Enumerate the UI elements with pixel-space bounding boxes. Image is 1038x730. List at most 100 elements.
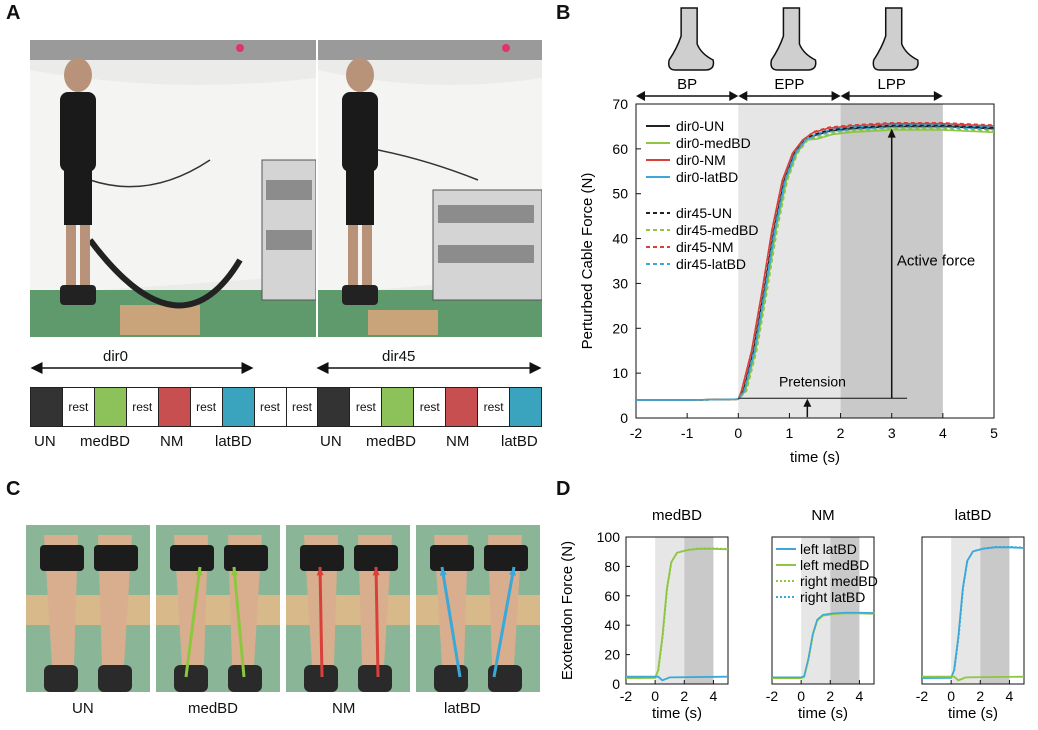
x-tick-label: 0 bbox=[947, 688, 955, 704]
floor-board bbox=[156, 595, 280, 625]
x-tick-label: 2 bbox=[837, 425, 845, 441]
legend-label: right latBD bbox=[800, 589, 865, 605]
tendon-arrow-head bbox=[195, 567, 203, 576]
tendon-arrow-head bbox=[316, 567, 324, 576]
panel-letter-d: D bbox=[556, 478, 571, 500]
left-shoe bbox=[44, 665, 78, 692]
passive-curve bbox=[626, 675, 729, 682]
subplot-title: NM bbox=[811, 507, 834, 524]
phase-band-lpp bbox=[980, 537, 1010, 684]
phase-band-lpp bbox=[830, 537, 860, 684]
tendon-arrow-head bbox=[509, 567, 516, 576]
phase-arrow-head-left bbox=[738, 91, 748, 101]
subplot-frame bbox=[771, 536, 875, 685]
series-line bbox=[636, 127, 995, 401]
phase-band-epp bbox=[801, 537, 831, 684]
phase-arrow-head-right bbox=[831, 91, 841, 101]
leg-photo-2 bbox=[286, 525, 410, 692]
right-shoe bbox=[98, 665, 132, 692]
legend-label: dir0-latBD bbox=[676, 169, 738, 185]
legend-label: left latBD bbox=[800, 541, 857, 557]
y-tick-label: 40 bbox=[612, 231, 628, 247]
passive-curve bbox=[922, 675, 1025, 682]
rest-segment: rest bbox=[414, 388, 447, 426]
subplot-frame bbox=[921, 536, 1025, 685]
c-label-un: UN bbox=[72, 700, 94, 717]
active-curve-right bbox=[626, 547, 729, 678]
tendon-arrow bbox=[440, 566, 462, 678]
active-curve-right bbox=[922, 545, 1025, 678]
condition-segment bbox=[31, 388, 63, 426]
seq-label-un-right: UN bbox=[320, 433, 342, 450]
phase-label: EPP bbox=[774, 76, 804, 93]
y-axis-label: Exotendon Force (N) bbox=[559, 541, 576, 680]
seq-label-latbd-right: latBD bbox=[501, 433, 538, 450]
subplot-frame bbox=[625, 536, 729, 685]
x-axis-label: time (s) bbox=[652, 705, 702, 722]
x-tick-label: -2 bbox=[916, 688, 929, 704]
legend-label: dir0-UN bbox=[676, 118, 724, 134]
series-line bbox=[636, 126, 995, 401]
phase-band-epp bbox=[738, 104, 841, 418]
foot-icon bbox=[668, 7, 715, 71]
phase-arrow-head-left bbox=[840, 91, 850, 101]
y-axis-label: Perturbed Cable Force (N) bbox=[579, 173, 596, 350]
foot-icon bbox=[770, 7, 817, 71]
tendon-arrow bbox=[492, 566, 516, 678]
rest-segment: rest bbox=[254, 388, 287, 426]
y-tick-label: 30 bbox=[612, 275, 628, 291]
rest-segment: rest bbox=[190, 388, 223, 426]
x-tick-label: 4 bbox=[939, 425, 947, 441]
y-tick-label: 70 bbox=[612, 96, 628, 112]
tendon-arrow bbox=[184, 566, 202, 678]
panel-letter-b: B bbox=[556, 2, 571, 24]
legend-label: dir0-NM bbox=[676, 152, 726, 168]
x-tick-label: 4 bbox=[710, 688, 718, 704]
right-cuff bbox=[94, 545, 138, 571]
legend-label: dir0-medBD bbox=[676, 135, 751, 151]
x-axis-label: time (s) bbox=[948, 705, 998, 722]
right-shoe bbox=[358, 665, 392, 692]
active-force-arrow-head bbox=[887, 128, 896, 138]
rest-segment: rest bbox=[286, 388, 319, 426]
photo-dir0 bbox=[30, 40, 316, 337]
right-shoe bbox=[488, 665, 522, 692]
phase-band-lpp bbox=[684, 537, 714, 684]
rest-segment: rest bbox=[126, 388, 159, 426]
leg-photo-3 bbox=[416, 525, 540, 692]
seq-label-medbd-left: medBD bbox=[80, 433, 131, 450]
condition-segment bbox=[510, 388, 541, 426]
y-tick-label: 10 bbox=[612, 365, 628, 381]
x-tick-label: 2 bbox=[826, 688, 834, 704]
protocol-sequence-bar: rest rest rest rest rest rest rest rest bbox=[30, 387, 542, 427]
foot-shape bbox=[668, 7, 715, 71]
y-tick-label: 60 bbox=[612, 141, 628, 157]
floor-board bbox=[416, 595, 540, 625]
pretension-arrow-head bbox=[803, 398, 812, 407]
left-cuff bbox=[170, 545, 214, 571]
legend-label: dir45-NM bbox=[676, 239, 734, 255]
x-tick-label: 4 bbox=[856, 688, 864, 704]
dir0-label: dir0 bbox=[103, 348, 129, 365]
y-tick-label: 20 bbox=[612, 320, 628, 336]
y-tick-label: 80 bbox=[604, 558, 620, 574]
y-tick-label: 0 bbox=[620, 410, 628, 426]
pretension-label: Pretension bbox=[779, 374, 846, 390]
panel-c-photos bbox=[26, 525, 540, 692]
tendon-arrow-head bbox=[372, 567, 380, 576]
phase-label: BP bbox=[677, 76, 697, 93]
foot-icon bbox=[872, 7, 919, 71]
c-label-medbd: medBD bbox=[188, 700, 239, 717]
x-tick-label: 0 bbox=[797, 688, 805, 704]
right-shoe bbox=[228, 665, 262, 692]
floor-board bbox=[26, 595, 150, 625]
floor-board bbox=[286, 595, 410, 625]
dir45-label: dir45 bbox=[382, 348, 416, 365]
x-tick-label: -2 bbox=[620, 688, 633, 704]
y-tick-label: 60 bbox=[604, 588, 620, 604]
y-tick-label: 20 bbox=[604, 647, 620, 663]
x-tick-label: 2 bbox=[976, 688, 984, 704]
condition-segment bbox=[158, 388, 191, 426]
